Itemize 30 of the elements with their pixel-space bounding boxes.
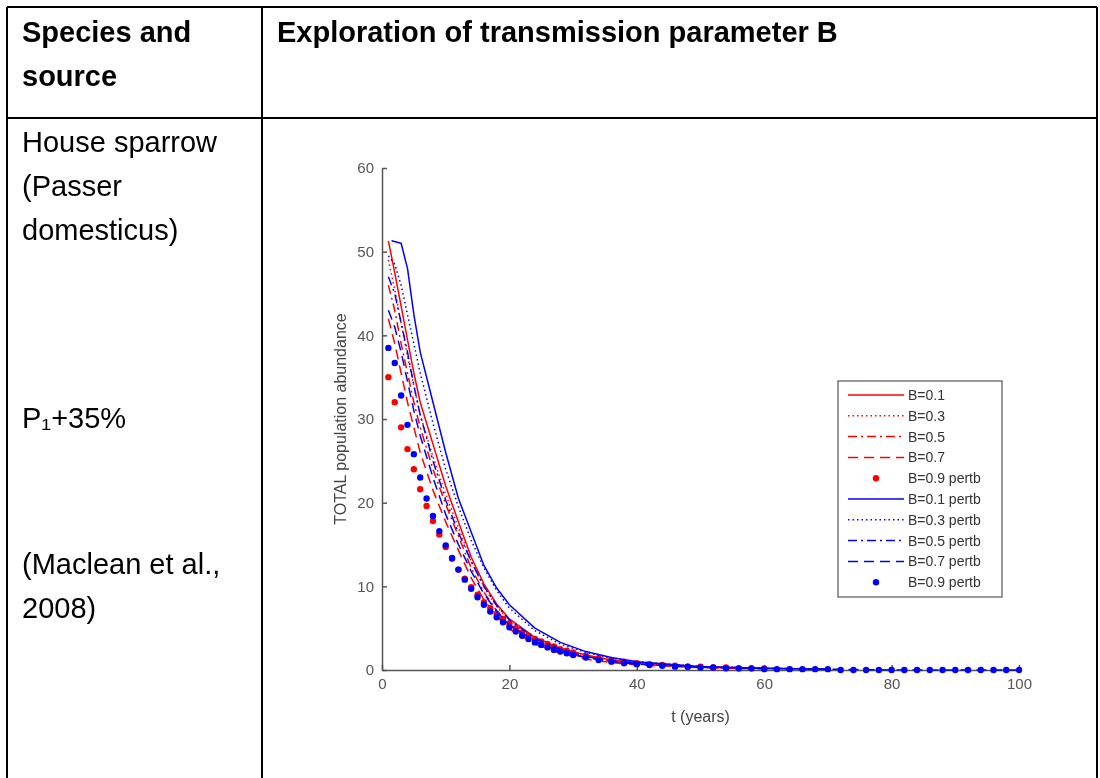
legend-label: B=0.5 pertb — [908, 532, 981, 549]
x-tick-label: 0 — [378, 674, 387, 692]
legend-label: B=0.3 pertb — [908, 511, 981, 528]
chart-title: Exploration of transmission parameter B — [277, 16, 838, 48]
text: Species and source — [22, 16, 192, 92]
legend-label: B=0.3 — [908, 407, 946, 424]
legend-label: B=0.7 — [908, 449, 946, 466]
y-tick-label: 0 — [365, 661, 374, 679]
y-axis-title: TOTAL population abundance — [332, 313, 349, 525]
x-tick-label: 40 — [628, 674, 646, 692]
y-tick-label: 30 — [357, 410, 374, 428]
x-tick-label: 60 — [756, 674, 774, 692]
y-tick-label: 10 — [357, 577, 374, 595]
y-tick-label: 60 — [357, 159, 374, 177]
legend-label: B=0.1 — [908, 387, 946, 403]
text: P₁+35% — [22, 402, 127, 434]
y-tick-label: 40 — [357, 326, 374, 344]
x-tick-label: 80 — [883, 674, 901, 692]
legend-label: B=0.7 pertb — [908, 553, 981, 570]
legend-label: B=0.9 pertb — [908, 574, 981, 591]
x-tick-label: 20 — [501, 674, 519, 692]
text: (Maclean et al., 2008) — [22, 548, 221, 624]
legend-label: B=0.9 pertb — [908, 470, 981, 487]
legend-label: B=0.5 — [908, 428, 946, 445]
legend-label: B=0.1 pertb — [908, 491, 981, 507]
x-tick-label: 100 — [1006, 674, 1033, 692]
text: House sparrow (Passer domesticus) — [22, 126, 219, 246]
y-tick-label: 20 — [357, 493, 374, 511]
y-tick-label: 50 — [357, 242, 374, 260]
x-axis-title: t (years) — [671, 708, 730, 725]
